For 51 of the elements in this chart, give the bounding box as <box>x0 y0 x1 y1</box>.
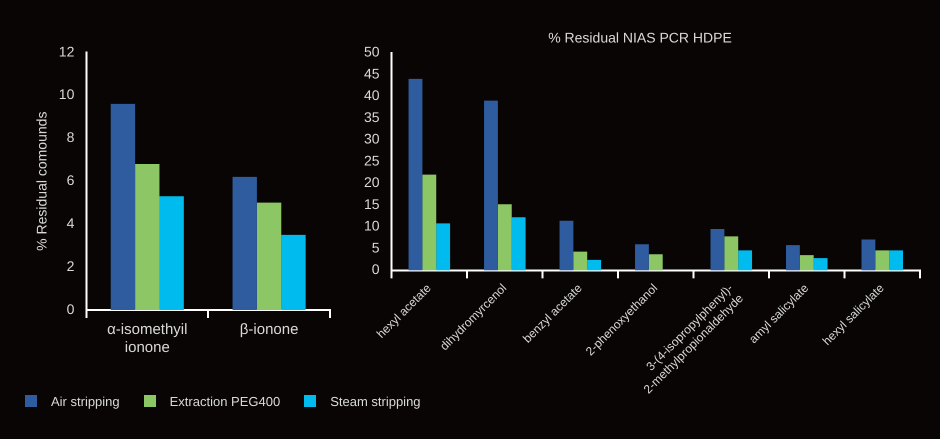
y-tick-label: 25 <box>364 152 380 168</box>
bar <box>786 245 800 270</box>
bar <box>408 78 422 270</box>
bar <box>436 223 450 270</box>
bar <box>587 260 602 270</box>
y-tick-label: 8 <box>66 129 75 146</box>
bar <box>422 174 436 270</box>
y-tick-label: 5 <box>372 239 380 256</box>
bar <box>800 255 814 270</box>
y-tick-label: 2 <box>66 258 75 274</box>
bar <box>498 204 512 270</box>
x-tick-label: α-isomethyil ionone <box>107 321 188 356</box>
bar <box>110 104 136 310</box>
y-tick-label: 10 <box>58 86 75 102</box>
legend-label: Steam stripping <box>329 394 421 409</box>
bar <box>484 100 498 270</box>
bar <box>256 202 282 310</box>
y-tick-label: 10 <box>364 218 380 234</box>
y-tick-label: 4 <box>66 214 75 231</box>
bar <box>875 250 890 270</box>
bar <box>710 229 724 270</box>
legend-label: Extraction PEG400 <box>168 394 280 409</box>
bar <box>724 236 738 270</box>
bar <box>512 217 526 270</box>
bar <box>814 258 828 270</box>
bar <box>135 164 160 310</box>
y-tick-label: 0 <box>66 300 75 317</box>
y-tick-label: 12 <box>58 43 75 60</box>
y-tick-label: 45 <box>364 65 380 82</box>
y-tick-label: 0 <box>372 261 380 278</box>
bar <box>648 254 663 270</box>
chart-title: % Residual NIAS PCR HDPE <box>548 29 732 46</box>
bar <box>232 176 257 310</box>
bar <box>560 220 574 270</box>
bar <box>738 250 752 270</box>
y-tick-label: 50 <box>364 44 380 60</box>
y-tick-label: 30 <box>364 130 380 147</box>
bar <box>635 244 649 270</box>
bar <box>889 250 904 270</box>
y-tick-label: 35 <box>364 108 380 125</box>
y-axis-title: % Residual comounds <box>33 112 50 251</box>
y-tick-label: 6 <box>66 172 75 188</box>
legend-label: Air stripping <box>50 394 120 409</box>
y-tick-label: 15 <box>364 196 380 212</box>
bar <box>281 234 306 310</box>
y-tick-label: 20 <box>364 174 380 190</box>
bar <box>861 239 876 270</box>
x-tick-label: β-ionone <box>240 321 298 338</box>
y-tick-label: 40 <box>364 87 380 104</box>
bar <box>159 196 184 310</box>
bar <box>573 252 588 270</box>
